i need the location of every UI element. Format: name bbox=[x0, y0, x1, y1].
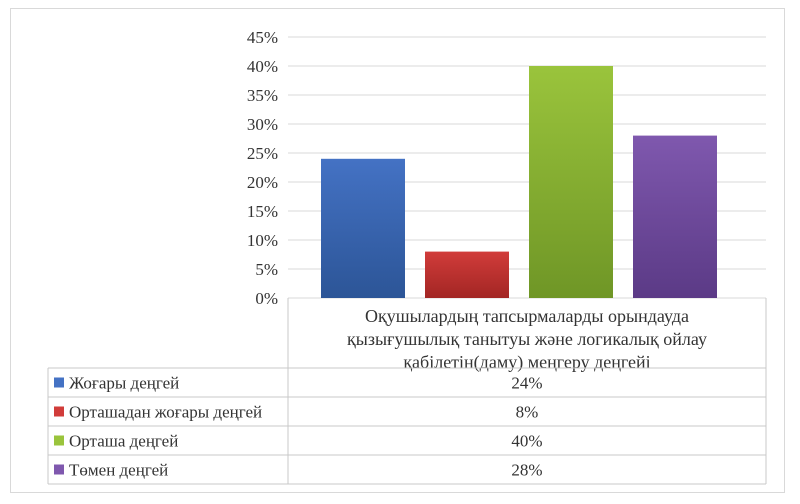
data-value-label: 8% bbox=[516, 403, 539, 422]
category-label-line: қабілетін(даму) меңгеру деңгейі bbox=[403, 352, 650, 373]
legend-label: Орташадан жоғары деңгей bbox=[69, 403, 262, 422]
legend-key bbox=[54, 377, 64, 388]
chart-frame: 0% 5% 10% 15% 20% 25% 30% 35% 40% 45% Оқушылардың… bbox=[10, 8, 785, 493]
y-tick-label: 15% bbox=[247, 202, 278, 221]
legend-key bbox=[54, 406, 64, 417]
data-value-label: 40% bbox=[511, 432, 542, 451]
legend-key bbox=[54, 435, 64, 446]
bar-chart: 0% 5% 10% 15% 20% 25% 30% 35% 40% 45% Оқушылардың… bbox=[47, 28, 767, 485]
legend-label: Жоғары деңгей bbox=[69, 374, 179, 393]
bar bbox=[529, 66, 613, 298]
bar bbox=[633, 135, 717, 298]
data-value-label: 28% bbox=[511, 461, 542, 480]
y-tick-label: 0% bbox=[255, 289, 278, 308]
data-value-label: 24% bbox=[511, 374, 542, 393]
y-tick-label: 25% bbox=[247, 144, 278, 163]
bar bbox=[425, 251, 509, 298]
legend-label: Орташа деңгей bbox=[69, 432, 178, 451]
y-tick-label: 20% bbox=[247, 173, 278, 192]
legend-label: Төмен деңгей bbox=[69, 461, 168, 480]
y-tick-label: 10% bbox=[247, 231, 278, 250]
category-label-line: қызығушылық танытуы және логикалық ойлау bbox=[347, 329, 707, 349]
category-label-line: Оқушылардың тапсырмаларды орындауда bbox=[365, 306, 689, 326]
bars bbox=[321, 66, 717, 298]
y-tick-label: 35% bbox=[247, 86, 278, 105]
legend-key bbox=[54, 464, 64, 475]
category-label: Оқушылардың тапсырмаларды орындауда қызығ… bbox=[347, 306, 707, 373]
y-tick-label: 40% bbox=[247, 57, 278, 76]
y-tick-label: 45% bbox=[247, 28, 278, 47]
y-axis-ticks: 0% 5% 10% 15% 20% 25% 30% 35% 40% 45% bbox=[247, 28, 278, 308]
y-tick-label: 30% bbox=[247, 115, 278, 134]
y-tick-label: 5% bbox=[255, 260, 278, 279]
data-table: Жоғары деңгей 24% Орташадан жоғары деңгей 8… bbox=[47, 298, 767, 485]
bar bbox=[321, 158, 405, 298]
